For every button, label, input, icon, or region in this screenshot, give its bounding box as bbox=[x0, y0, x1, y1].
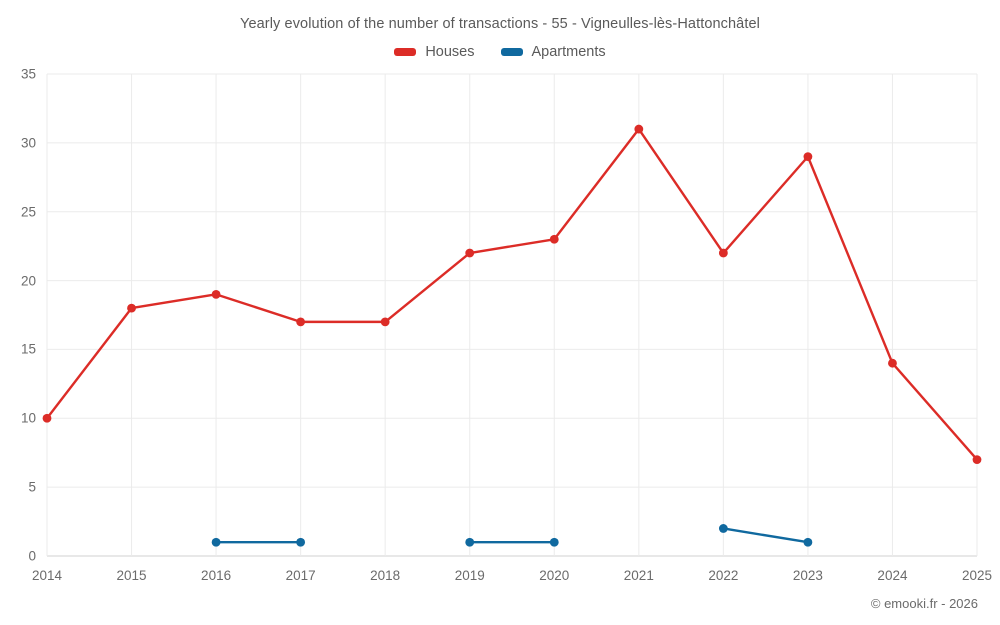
y-tick-label: 30 bbox=[20, 135, 36, 151]
chart-legend: Houses Apartments bbox=[0, 45, 1000, 60]
y-tick-label: 10 bbox=[20, 410, 36, 426]
series-line-houses bbox=[45, 127, 979, 461]
data-point-houses[interactable] bbox=[972, 455, 982, 464]
x-tick-label: 2018 bbox=[370, 568, 401, 583]
series-line-apartments bbox=[722, 527, 810, 544]
x-tick-label: 2021 bbox=[623, 568, 654, 583]
chart-gridlines bbox=[46, 73, 978, 557]
y-axis-tick-labels: 0 5 10 15 20 25 30 35 bbox=[0, 67, 36, 564]
legend-item-apartments[interactable]: Apartments bbox=[500, 44, 606, 60]
legend-label-houses: Houses bbox=[425, 44, 475, 60]
data-point-apartments[interactable] bbox=[803, 537, 813, 547]
y-tick-label: 0 bbox=[28, 548, 36, 564]
legend-item-houses[interactable]: Houses bbox=[394, 44, 475, 60]
x-tick-label: 2019 bbox=[454, 568, 485, 583]
data-point-houses[interactable] bbox=[888, 358, 897, 368]
x-tick-label: 2017 bbox=[285, 568, 316, 583]
legend-label-apartments: Apartments bbox=[531, 44, 606, 60]
x-tick-label: 2020 bbox=[539, 568, 570, 583]
data-point-houses[interactable] bbox=[127, 303, 136, 313]
data-point-apartments[interactable] bbox=[549, 537, 559, 547]
data-point-houses[interactable] bbox=[803, 152, 813, 162]
chart-title: Yearly evolution of the number of transa… bbox=[240, 16, 760, 32]
data-point-houses[interactable] bbox=[718, 248, 728, 258]
data-point-houses[interactable] bbox=[42, 413, 52, 423]
data-point-apartments[interactable] bbox=[211, 537, 221, 547]
x-tick-label: 2025 bbox=[961, 568, 993, 583]
y-tick-label: 5 bbox=[28, 479, 36, 495]
x-tick-label: 2016 bbox=[201, 568, 232, 583]
x-axis-tick-labels: 2014 2015 2016 2017 2018 2019 2020 2021 2022 2023… bbox=[32, 568, 992, 588]
data-point-houses[interactable] bbox=[380, 317, 390, 327]
data-point-houses[interactable] bbox=[211, 289, 221, 299]
x-tick-label: 2024 bbox=[877, 568, 908, 583]
data-point-apartments[interactable] bbox=[718, 524, 728, 533]
chart-series-layer bbox=[42, 124, 982, 547]
y-tick-label: 20 bbox=[20, 273, 36, 289]
y-tick-label: 35 bbox=[20, 66, 36, 82]
x-tick-label: 2015 bbox=[116, 568, 147, 583]
y-tick-label: 25 bbox=[20, 204, 36, 220]
legend-swatch-houses bbox=[394, 48, 417, 57]
data-point-houses[interactable] bbox=[634, 124, 644, 134]
data-point-houses[interactable] bbox=[549, 234, 559, 244]
data-point-houses[interactable] bbox=[296, 317, 306, 327]
chart-credit: © emooki.fr - 2026 bbox=[870, 596, 978, 611]
x-tick-label: 2022 bbox=[708, 568, 739, 583]
data-point-apartments[interactable] bbox=[465, 537, 475, 547]
x-tick-label: 2023 bbox=[792, 568, 823, 583]
x-tick-label: 2014 bbox=[31, 568, 63, 583]
y-tick-label: 15 bbox=[20, 341, 36, 357]
data-point-houses[interactable] bbox=[465, 248, 475, 258]
legend-swatch-apartments bbox=[500, 48, 523, 57]
data-point-apartments[interactable] bbox=[296, 537, 306, 547]
plot-area bbox=[42, 73, 982, 557]
